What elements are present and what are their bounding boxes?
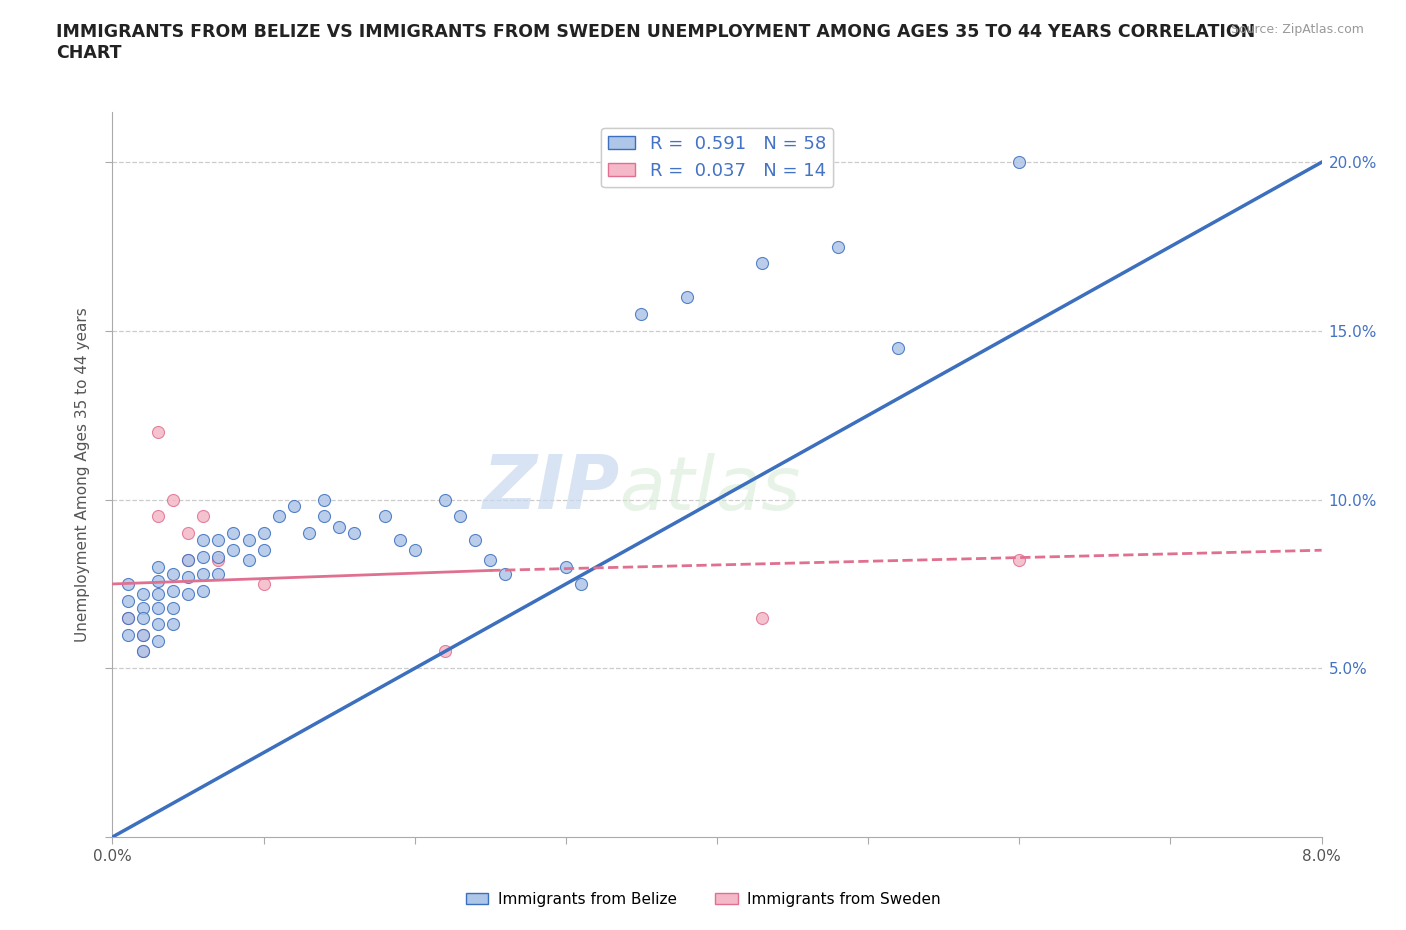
Y-axis label: Unemployment Among Ages 35 to 44 years: Unemployment Among Ages 35 to 44 years — [75, 307, 90, 642]
Text: Source: ZipAtlas.com: Source: ZipAtlas.com — [1230, 23, 1364, 36]
Point — [569, 577, 592, 591]
Point — [177, 553, 200, 568]
Point — [630, 307, 652, 322]
Point — [146, 509, 169, 524]
Point — [827, 239, 849, 254]
Point — [117, 610, 139, 625]
Point — [146, 560, 169, 575]
Point — [117, 610, 139, 625]
Point — [117, 627, 139, 642]
Point — [267, 509, 290, 524]
Point — [751, 256, 773, 271]
Legend: Immigrants from Belize, Immigrants from Sweden: Immigrants from Belize, Immigrants from … — [460, 886, 946, 913]
Point — [162, 492, 184, 507]
Point — [238, 553, 260, 568]
Point — [146, 573, 169, 588]
Point — [132, 627, 155, 642]
Point — [132, 587, 155, 602]
Point — [207, 566, 229, 581]
Point — [751, 610, 773, 625]
Point — [132, 610, 155, 625]
Point — [253, 543, 276, 558]
Point — [253, 525, 276, 540]
Point — [132, 644, 155, 658]
Point — [449, 509, 471, 524]
Point — [373, 509, 396, 524]
Point — [433, 492, 456, 507]
Point — [117, 593, 139, 608]
Point — [312, 492, 335, 507]
Point — [222, 525, 245, 540]
Point — [554, 560, 576, 575]
Point — [146, 617, 169, 631]
Point — [298, 525, 321, 540]
Point — [495, 566, 517, 581]
Text: atlas: atlas — [620, 453, 801, 525]
Point — [146, 587, 169, 602]
Point — [177, 525, 200, 540]
Point — [1008, 553, 1031, 568]
Point — [207, 533, 229, 548]
Point — [191, 550, 215, 565]
Point — [146, 600, 169, 615]
Point — [388, 533, 411, 548]
Point — [191, 533, 215, 548]
Point — [283, 498, 305, 513]
Point — [191, 566, 215, 581]
Point — [222, 543, 245, 558]
Point — [1008, 154, 1031, 169]
Point — [675, 290, 697, 305]
Point — [464, 533, 486, 548]
Point — [162, 617, 184, 631]
Point — [238, 533, 260, 548]
Point — [479, 553, 502, 568]
Legend: R =  0.591   N = 58, R =  0.037   N = 14: R = 0.591 N = 58, R = 0.037 N = 14 — [600, 128, 834, 187]
Point — [162, 600, 184, 615]
Point — [132, 600, 155, 615]
Point — [887, 340, 910, 355]
Point — [177, 570, 200, 585]
Point — [146, 634, 169, 649]
Point — [433, 644, 456, 658]
Point — [253, 577, 276, 591]
Point — [132, 644, 155, 658]
Point — [132, 627, 155, 642]
Point — [343, 525, 366, 540]
Point — [312, 509, 335, 524]
Point — [207, 550, 229, 565]
Point — [177, 587, 200, 602]
Point — [328, 519, 350, 534]
Point — [177, 553, 200, 568]
Text: ZIP: ZIP — [484, 452, 620, 525]
Point — [191, 509, 215, 524]
Point — [162, 583, 184, 598]
Point — [162, 566, 184, 581]
Point — [117, 577, 139, 591]
Point — [404, 543, 426, 558]
Point — [191, 583, 215, 598]
Point — [207, 553, 229, 568]
Text: IMMIGRANTS FROM BELIZE VS IMMIGRANTS FROM SWEDEN UNEMPLOYMENT AMONG AGES 35 TO 4: IMMIGRANTS FROM BELIZE VS IMMIGRANTS FRO… — [56, 23, 1256, 62]
Point — [146, 425, 169, 440]
